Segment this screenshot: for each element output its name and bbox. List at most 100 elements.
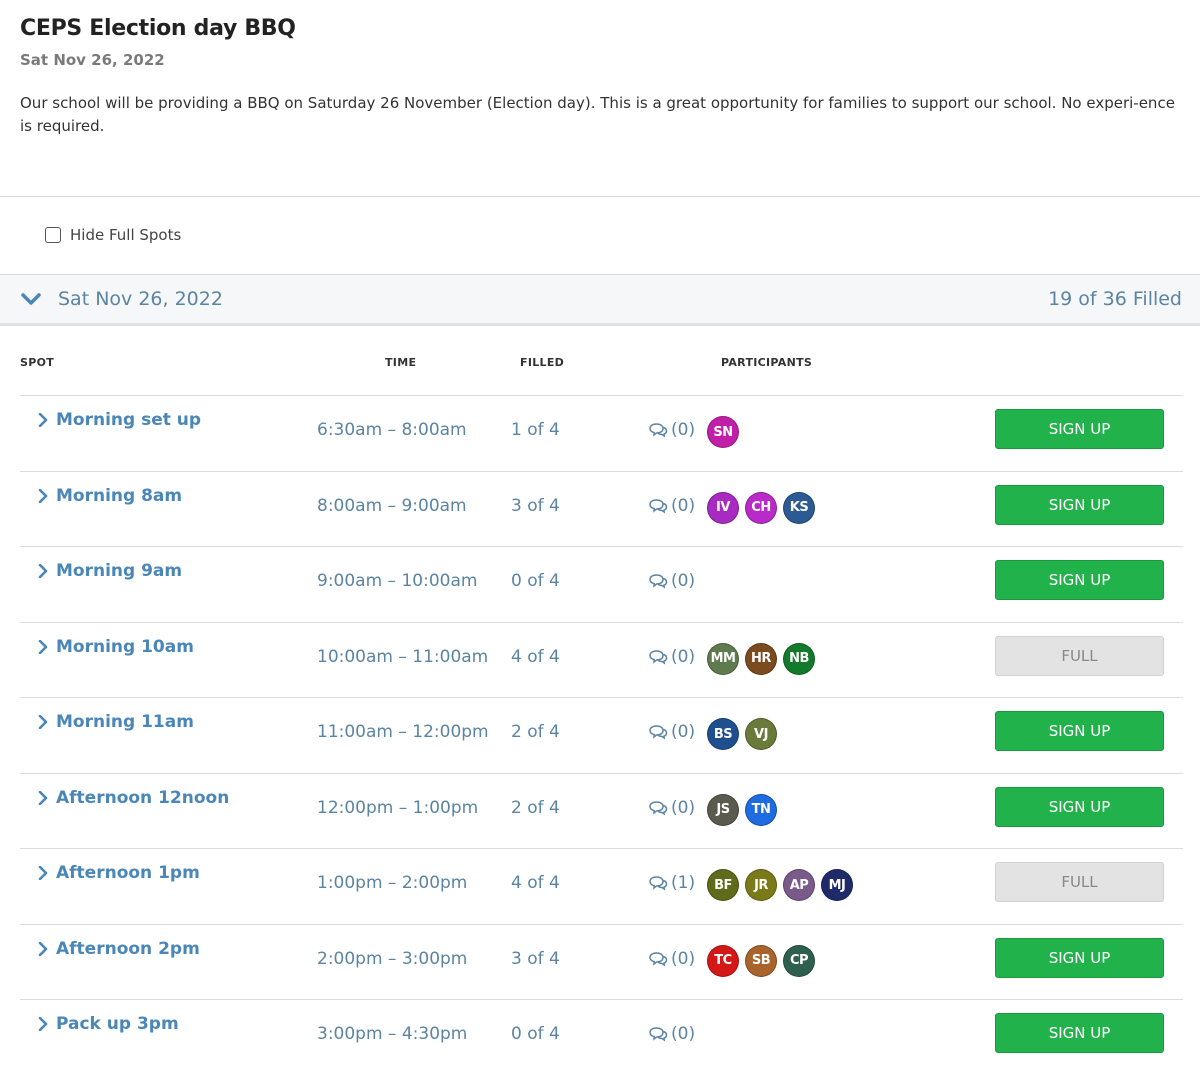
spot-link[interactable]: Morning 11am	[38, 712, 194, 732]
participant-avatar[interactable]: VJ	[745, 718, 777, 750]
participant-avatar[interactable]: CH	[745, 491, 777, 524]
comment-count: (0)	[671, 420, 696, 440]
participant-avatar[interactable]: SB	[745, 944, 777, 977]
comments-link[interactable]: (0)	[648, 949, 695, 969]
signup-button[interactable]: SIGN UP	[995, 786, 1164, 827]
participant-avatar[interactable]: BF	[707, 869, 739, 901]
comments-icon	[649, 498, 668, 514]
spot-link[interactable]: Morning 9am	[38, 561, 182, 581]
participant-avatar[interactable]: NB	[783, 642, 815, 675]
comments-link[interactable]: (0)	[648, 571, 695, 591]
comments-icon	[649, 725, 668, 740]
spot-time: 1:00pm – 2:00pm	[317, 873, 468, 893]
full-button[interactable]: FULL	[995, 862, 1164, 902]
spot-filled: 4 of 4	[511, 646, 560, 667]
date-group-header[interactable]: Sat Nov 26, 2022 19 of 36 Filled	[0, 274, 1200, 326]
signup-button[interactable]: SIGN UP	[995, 409, 1164, 449]
participant-avatar[interactable]: BS	[707, 718, 739, 750]
hide-full-spots-label: Hide Full Spots	[70, 226, 182, 244]
spot-time: 9:00am – 10:00am	[317, 571, 478, 591]
chevron-right-icon	[38, 715, 48, 729]
participant-list: BF JR AP MJ	[707, 869, 853, 901]
spot-filled: 2 of 4	[511, 722, 560, 742]
spot-link[interactable]: Afternoon 1pm	[38, 863, 200, 883]
hide-full-spots-toggle[interactable]: Hide Full Spots	[45, 226, 181, 244]
table-row: Afternoon 1pm 1:00pm – 2:00pm 4 of 4 (1)…	[20, 848, 1183, 924]
comment-count: (0)	[671, 1024, 696, 1044]
comments-icon	[649, 649, 668, 665]
table-row: Morning set up 6:30am – 8:00am 1 of 4 (0…	[20, 395, 1183, 471]
comments-link[interactable]: (0)	[648, 496, 695, 516]
spot-link[interactable]: Morning 8am	[38, 486, 182, 506]
comments-link[interactable]: (0)	[648, 647, 695, 667]
signup-button[interactable]: SIGN UP	[995, 711, 1164, 751]
table-row: Morning 8am 8:00am – 9:00am 3 of 4 (0) I…	[20, 470, 1183, 547]
hide-full-spots-checkbox[interactable]	[45, 227, 61, 243]
event-description: Our school will be providing a BBQ on Sa…	[20, 94, 1175, 135]
participant-avatar[interactable]: MJ	[821, 869, 853, 901]
spot-name: Morning set up	[56, 410, 202, 430]
comments-link[interactable]: (0)	[648, 798, 695, 818]
spot-time: 3:00pm – 4:30pm	[317, 1024, 468, 1044]
comments-link[interactable]: (0)	[648, 1024, 695, 1044]
signup-button[interactable]: SIGN UP	[995, 1013, 1164, 1053]
participant-list: MM HR NB	[707, 642, 815, 675]
spot-filled: 0 of 4	[511, 571, 560, 591]
spot-filled: 3 of 4	[511, 495, 560, 516]
spot-link[interactable]: Morning set up	[38, 410, 201, 430]
participant-avatar[interactable]: SN	[707, 416, 739, 448]
comments-link[interactable]: (1)	[648, 873, 695, 893]
spot-link[interactable]: Afternoon 12noon	[38, 788, 229, 808]
filled-summary: 19 of 36 Filled	[1048, 288, 1182, 310]
participant-avatar[interactable]: JS	[707, 793, 739, 826]
chevron-down-icon[interactable]	[20, 288, 42, 310]
comment-count: (1)	[671, 873, 696, 893]
spot-name: Afternoon 12noon	[56, 787, 230, 808]
spot-name: Morning 9am	[56, 561, 183, 581]
comments-icon	[649, 951, 668, 967]
participant-avatar[interactable]: MM	[707, 642, 739, 675]
column-header-participants: PARTICIPANTS	[721, 356, 813, 369]
spot-name: Afternoon 2pm	[56, 938, 200, 959]
comments-icon	[649, 876, 668, 891]
participant-avatar[interactable]: AP	[783, 869, 815, 901]
participant-avatar[interactable]: TC	[707, 944, 739, 977]
column-header-time: TIME	[385, 356, 417, 369]
participant-avatar[interactable]: KS	[783, 491, 815, 524]
signup-button[interactable]: SIGN UP	[995, 484, 1164, 525]
event-date: Sat Nov 26, 2022	[20, 51, 165, 69]
table-row: Afternoon 12noon 12:00pm – 1:00pm 2 of 4…	[20, 772, 1183, 849]
column-header-filled: FILLED	[520, 356, 565, 369]
participant-avatar[interactable]: HR	[745, 642, 777, 675]
spot-name: Pack up 3pm	[56, 1014, 179, 1034]
participant-list: IV CH KS	[707, 491, 815, 524]
signup-button[interactable]: SIGN UP	[995, 937, 1164, 978]
spot-time: 10:00am – 11:00am	[317, 646, 489, 667]
spot-time: 11:00am – 12:00pm	[317, 722, 489, 742]
chevron-right-icon	[38, 564, 48, 578]
comment-count: (0)	[671, 722, 696, 742]
table-row: Morning 11am 11:00am – 12:00pm 2 of 4 (0…	[20, 697, 1183, 773]
comments-icon	[649, 800, 668, 816]
comment-count: (0)	[671, 797, 696, 818]
spot-link[interactable]: Pack up 3pm	[38, 1014, 179, 1034]
comments-link[interactable]: (0)	[648, 420, 695, 440]
spot-filled: 3 of 4	[511, 948, 560, 969]
participant-avatar[interactable]: CP	[783, 944, 815, 977]
comment-count: (0)	[671, 646, 696, 667]
participant-avatar[interactable]: IV	[707, 491, 739, 524]
spot-name: Afternoon 1pm	[56, 863, 200, 883]
participant-avatar[interactable]: TN	[745, 793, 777, 826]
spot-time: 12:00pm – 1:00pm	[317, 797, 479, 818]
chevron-right-icon	[38, 413, 48, 427]
spot-link[interactable]: Morning 10am	[38, 637, 194, 657]
comment-count: (0)	[671, 948, 696, 969]
chevron-right-icon	[38, 488, 48, 503]
participant-avatar[interactable]: JR	[745, 869, 777, 901]
participant-list: JS TN	[707, 793, 777, 826]
spot-filled: 1 of 4	[511, 420, 560, 440]
signup-button[interactable]: SIGN UP	[995, 560, 1164, 600]
spot-link[interactable]: Afternoon 2pm	[38, 939, 200, 959]
comments-link[interactable]: (0)	[648, 722, 695, 742]
full-button[interactable]: FULL	[995, 635, 1164, 676]
